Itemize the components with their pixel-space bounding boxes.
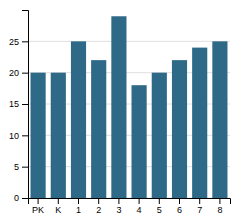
y-tick-label: 10 [9,131,19,141]
grid-line [28,41,230,42]
y-tick-label: 15 [9,99,19,109]
bar [51,73,66,198]
bar [111,16,126,198]
x-tick: 3 [116,198,121,215]
bar [152,73,167,198]
bar [212,41,227,198]
y-tick-label: 5 [14,162,19,172]
bar [132,85,147,198]
x-tick-label: PK [32,205,44,215]
x-tick: 2 [96,198,101,215]
x-tick-mark [58,198,59,204]
grid [28,41,230,198]
y-tick: 0 [14,193,28,203]
y-tick: 15 [9,99,28,109]
x-tick-label: 1 [76,205,81,215]
y-axis-line [22,11,29,199]
x-axis: PK K 1 2 3 4 5 6 7 8 [29,198,231,215]
x-tick-mark [78,198,79,204]
x-tick: 7 [197,198,202,215]
y-axis: 0 5 10 15 20 25 [9,11,29,204]
x-tick: 5 [157,198,162,215]
x-tick: 4 [137,198,142,215]
x-tick-mark [98,198,99,204]
y-tick-label: 20 [9,68,19,78]
x-tick-label: K [55,205,61,215]
bar [172,60,187,198]
x-tick-mark [219,198,220,204]
x-tick-mark [179,198,180,204]
y-tick-mark [22,135,28,136]
y-tick-label: 0 [14,193,19,203]
bar [71,41,86,198]
chart: PK K 1 2 3 4 5 6 7 8 0 5 10 15 20 25 [0,0,240,220]
x-tick-mark [139,198,140,204]
y-tick-mark [22,104,28,105]
x-tick-label: 8 [217,205,222,215]
x-tick-mark [38,198,39,204]
y-tick-mark [22,198,28,199]
y-tick: 20 [9,68,28,78]
y-tick: 10 [9,131,28,141]
x-tick: 1 [76,198,81,215]
x-tick-label: 5 [157,205,162,215]
y-tick-mark [22,73,28,74]
x-tick-label: 6 [177,205,182,215]
x-axis-line [29,199,231,205]
y-tick: 5 [14,162,28,172]
x-tick-mark [159,198,160,204]
x-tick-label: 3 [116,205,121,215]
chart-container: PK K 1 2 3 4 5 6 7 8 0 5 10 15 20 25 [0,0,240,220]
y-tick-label: 25 [9,37,19,47]
y-tick-mark [22,41,28,42]
x-tick-label: 4 [137,205,142,215]
bar [192,48,207,198]
bar [91,60,106,198]
bar [31,73,46,198]
x-tick-mark [199,198,200,204]
x-tick-label: 7 [197,205,202,215]
plot: PK K 1 2 3 4 5 6 7 8 0 5 10 15 20 25 [9,11,231,216]
x-tick: 8 [217,198,222,215]
x-tick: K [55,198,61,215]
x-tick-mark [118,198,119,204]
y-tick-mark [22,167,28,168]
x-tick: PK [32,198,44,215]
x-tick: 6 [177,198,182,215]
x-tick-label: 2 [96,205,101,215]
bars [31,16,228,198]
y-tick: 25 [9,37,28,47]
